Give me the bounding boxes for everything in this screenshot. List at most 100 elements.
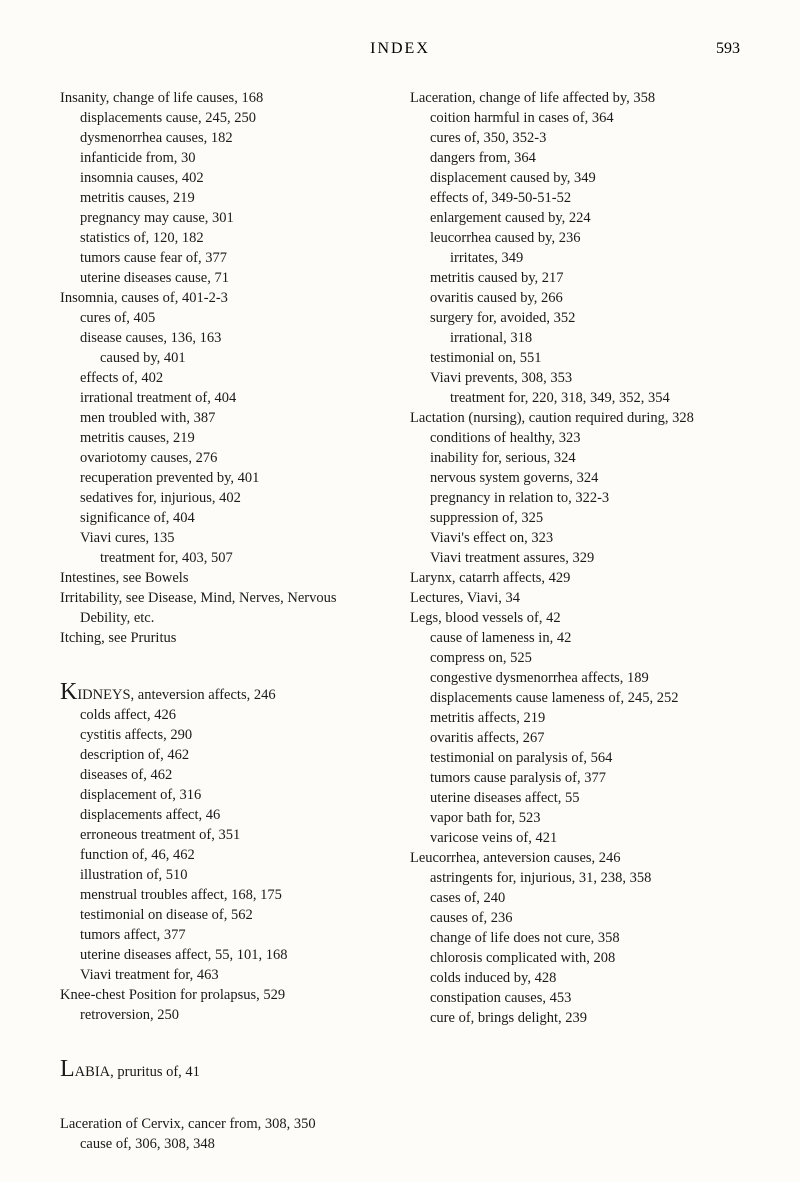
- page-header: INDEX 593: [60, 40, 740, 58]
- index-entry: pregnancy may cause, 301: [60, 208, 390, 228]
- index-entry: irrational treatment of, 404: [60, 388, 390, 408]
- index-entry: Leucorrhea, anteversion causes, 246: [410, 848, 740, 868]
- index-entry: treatment for, 220, 318, 349, 352, 354: [410, 388, 740, 408]
- index-entry: metritis affects, 219: [410, 708, 740, 728]
- index-entry: irritates, 349: [410, 248, 740, 268]
- index-entry: diseases of, 462: [60, 765, 390, 785]
- index-entry: metritis caused by, 217: [410, 268, 740, 288]
- index-entry: effects of, 402: [60, 368, 390, 388]
- index-entry: cause of, 306, 308, 348: [60, 1134, 390, 1154]
- index-entry: [60, 1088, 390, 1108]
- index-entry: men troubled with, 387: [60, 408, 390, 428]
- index-entry: treatment for, 403, 507: [60, 548, 390, 568]
- index-entry: constipation causes, 453: [410, 988, 740, 1008]
- index-entry: disease causes, 136, 163: [60, 328, 390, 348]
- index-entry: testimonial on disease of, 562: [60, 905, 390, 925]
- index-entry: colds induced by, 428: [410, 968, 740, 988]
- index-entry: [60, 654, 390, 674]
- index-entry: compress on, 525: [410, 648, 740, 668]
- index-entry: Viavi treatment for, 463: [60, 965, 390, 985]
- index-entry: congestive dysmenorrhea affects, 189: [410, 668, 740, 688]
- index-entry: retroversion, 250: [60, 1005, 390, 1025]
- index-entry: cures of, 405: [60, 308, 390, 328]
- index-entry: Lectures, Viavi, 34: [410, 588, 740, 608]
- index-entry: erroneous treatment of, 351: [60, 825, 390, 845]
- index-entry: Larynx, catarrh affects, 429: [410, 568, 740, 588]
- index-entry: Lactation (nursing), caution required du…: [410, 408, 740, 428]
- index-entry: tumors cause paralysis of, 377: [410, 768, 740, 788]
- index-entry-text: IDNEYS, anteversion affects, 246: [77, 687, 275, 703]
- index-entry: Viavi's effect on, 323: [410, 528, 740, 548]
- index-entry: tumors cause fear of, 377: [60, 248, 390, 268]
- index-entry: causes of, 236: [410, 908, 740, 928]
- index-entry: metritis causes, 219: [60, 428, 390, 448]
- index-entry: uterine diseases affect, 55: [410, 788, 740, 808]
- index-entry: Irritability, see Disease, Mind, Nerves,…: [60, 588, 390, 628]
- index-entry: Laceration, change of life affected by, …: [410, 88, 740, 108]
- section-letter: K: [60, 679, 77, 705]
- index-entry: suppression of, 325: [410, 508, 740, 528]
- index-entry: Insanity, change of life causes, 168: [60, 88, 390, 108]
- index-entry: change of life does not cure, 358: [410, 928, 740, 948]
- index-entry: infanticide from, 30: [60, 148, 390, 168]
- right-column: Laceration, change of life affected by, …: [410, 88, 740, 1154]
- index-entry: colds affect, 426: [60, 705, 390, 725]
- index-entry: metritis causes, 219: [60, 188, 390, 208]
- index-entry: displacements cause lameness of, 245, 25…: [410, 688, 740, 708]
- index-page: INDEX 593 Insanity, change of life cause…: [0, 0, 800, 1182]
- index-entry: KIDNEYS, anteversion affects, 246: [60, 680, 390, 705]
- index-entry: leucorrhea caused by, 236: [410, 228, 740, 248]
- index-entry: cause of lameness in, 42: [410, 628, 740, 648]
- index-entry: testimonial on paralysis of, 564: [410, 748, 740, 768]
- index-entry: sedatives for, injurious, 402: [60, 488, 390, 508]
- index-entry: Itching, see Pruritus: [60, 628, 390, 648]
- index-entry: significance of, 404: [60, 508, 390, 528]
- index-entry: inability for, serious, 324: [410, 448, 740, 468]
- index-entry: pregnancy in relation to, 322-3: [410, 488, 740, 508]
- index-entry: cases of, 240: [410, 888, 740, 908]
- index-entry: recuperation prevented by, 401: [60, 468, 390, 488]
- index-entry: cystitis affects, 290: [60, 725, 390, 745]
- index-entry: illustration of, 510: [60, 865, 390, 885]
- index-entry: cures of, 350, 352-3: [410, 128, 740, 148]
- index-entry: ovaritis caused by, 266: [410, 288, 740, 308]
- index-entry: LABIA, pruritus of, 41: [60, 1057, 390, 1082]
- index-entry: astringents for, injurious, 31, 238, 358: [410, 868, 740, 888]
- index-entry: displacement of, 316: [60, 785, 390, 805]
- index-entry: uterine diseases cause, 71: [60, 268, 390, 288]
- index-entry: coition harmful in cases of, 364: [410, 108, 740, 128]
- index-entry: Viavi cures, 135: [60, 528, 390, 548]
- index-entry: effects of, 349-50-51-52: [410, 188, 740, 208]
- index-entry: enlargement caused by, 224: [410, 208, 740, 228]
- index-entry-text: ABIA, pruritus of, 41: [75, 1064, 200, 1080]
- page-number: 593: [716, 40, 740, 58]
- left-column: Insanity, change of life causes, 168disp…: [60, 88, 390, 1154]
- index-entry: Intestines, see Bowels: [60, 568, 390, 588]
- index-entry: Viavi treatment assures, 329: [410, 548, 740, 568]
- index-entry: surgery for, avoided, 352: [410, 308, 740, 328]
- index-entry: statistics of, 120, 182: [60, 228, 390, 248]
- index-entry: conditions of healthy, 323: [410, 428, 740, 448]
- index-columns: Insanity, change of life causes, 168disp…: [60, 88, 740, 1154]
- section-letter: L: [60, 1056, 75, 1082]
- header-title: INDEX: [370, 40, 430, 58]
- index-entry: cure of, brings delight, 239: [410, 1008, 740, 1028]
- index-entry: irrational, 318: [410, 328, 740, 348]
- index-entry: description of, 462: [60, 745, 390, 765]
- index-entry: caused by, 401: [60, 348, 390, 368]
- index-entry: displacements cause, 245, 250: [60, 108, 390, 128]
- index-entry: ovariotomy causes, 276: [60, 448, 390, 468]
- index-entry: Viavi prevents, 308, 353: [410, 368, 740, 388]
- index-entry: displacement caused by, 349: [410, 168, 740, 188]
- index-entry: Insomnia, causes of, 401-2-3: [60, 288, 390, 308]
- index-entry: varicose veins of, 421: [410, 828, 740, 848]
- index-entry: displacements affect, 46: [60, 805, 390, 825]
- index-entry: Legs, blood vessels of, 42: [410, 608, 740, 628]
- index-entry: chlorosis complicated with, 208: [410, 948, 740, 968]
- index-entry: insomnia causes, 402: [60, 168, 390, 188]
- index-entry: vapor bath for, 523: [410, 808, 740, 828]
- index-entry: menstrual troubles affect, 168, 175: [60, 885, 390, 905]
- index-entry: tumors affect, 377: [60, 925, 390, 945]
- index-entry: Knee-chest Position for prolapsus, 529: [60, 985, 390, 1005]
- index-entry: uterine diseases affect, 55, 101, 168: [60, 945, 390, 965]
